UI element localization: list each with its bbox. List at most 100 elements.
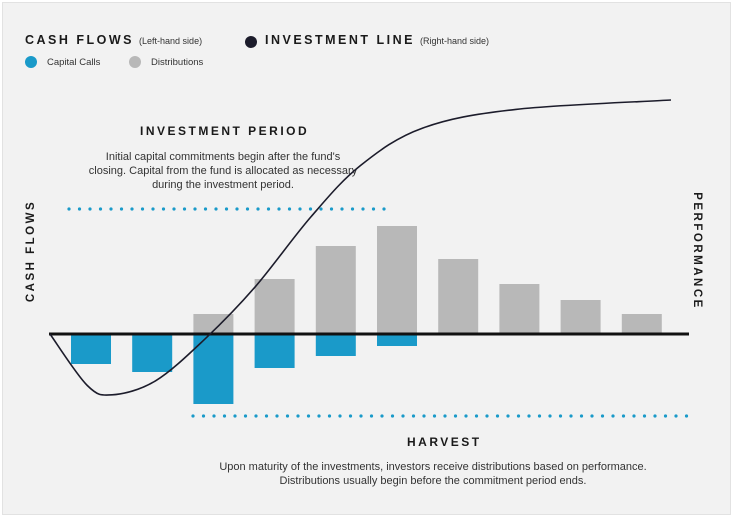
harvest-period-dot: [369, 414, 374, 418]
harvest-period-dot: [275, 414, 279, 418]
investment-period-dot: [308, 207, 313, 211]
harvest-period-dot: [464, 414, 468, 418]
investment-period-dot: [151, 207, 155, 211]
investment-period-dot: [371, 207, 376, 211]
distribution-bar: [560, 300, 601, 334]
harvest-period-dot: [306, 414, 311, 418]
harvest-period-dot: [285, 414, 290, 418]
harvest-period-dot: [485, 414, 489, 418]
investment-period-dot: [130, 207, 134, 211]
distribution-bar: [377, 226, 417, 334]
harvest-period-dot: [558, 414, 563, 418]
investment-period-description: Initial capital commitments begin after …: [73, 150, 373, 192]
harvest-period-dot: [201, 414, 206, 418]
harvest-period-dot: [432, 414, 437, 418]
investment-line: [49, 99, 672, 396]
harvest-period-dot: [674, 414, 678, 418]
investment-period-dot: [256, 207, 260, 211]
cash-flow-chart: [49, 99, 689, 418]
investment-period-dot: [382, 207, 386, 211]
capital-call-bar: [377, 334, 417, 346]
harvest-period-dot: [663, 414, 668, 418]
investment-period-dot: [77, 207, 82, 211]
harvest-period-dot: [548, 414, 552, 418]
investment-period-dot: [98, 207, 103, 211]
harvest-period-dot: [380, 414, 384, 418]
harvest-period-dot: [642, 414, 647, 418]
investment-period-dot: [224, 207, 229, 211]
investment-period-dot: [266, 207, 271, 211]
legend-cash-flows-title: CASH FLOWS: [25, 33, 135, 47]
capital-call-bar: [315, 334, 356, 356]
harvest-period-dot: [422, 414, 426, 418]
harvest-period-dot: [621, 414, 626, 418]
harvest-period-dot: [222, 414, 227, 418]
investment-period-dot: [88, 207, 92, 211]
legend-investment-line: INVESTMENT LINE (Right-hand side): [265, 33, 489, 47]
harvest-period-dot: [537, 414, 542, 418]
distribution-bar: [499, 284, 540, 334]
investment-period-dot: [361, 207, 365, 211]
legend-investment-line-title: INVESTMENT LINE: [265, 33, 416, 47]
investment-period-dot: [235, 207, 239, 211]
legend-capital-calls-label: Capital Calls: [47, 57, 101, 68]
harvest-period-dot: [348, 414, 353, 418]
distribution-bar: [193, 314, 234, 334]
investment-period-dot: [287, 207, 292, 211]
harvest-period-dot: [359, 414, 363, 418]
capital-call-bar: [254, 334, 295, 368]
harvest-period-dot: [411, 414, 416, 418]
capital-call-bar: [193, 334, 234, 404]
investment-period-dot: [172, 207, 176, 211]
investment-period-dot: [161, 207, 166, 211]
harvest-period-dot: [684, 414, 689, 418]
harvest-period-dot: [390, 414, 395, 418]
distribution-bar: [254, 279, 295, 334]
legend-investment-line-sub: (Right-hand side): [420, 36, 490, 46]
investment-period-dot: [319, 207, 323, 211]
harvest-period-dot: [653, 414, 657, 418]
harvest-period-dot: [569, 414, 573, 418]
distribution-bar: [315, 246, 356, 334]
harvest-period-dot: [338, 414, 342, 418]
harvest-period-dot: [611, 414, 615, 418]
harvest-period-dot: [600, 414, 605, 418]
harvest-period-dot: [296, 414, 300, 418]
harvest-desc-line: Distributions usually begin before the c…: [279, 475, 587, 487]
investment-period-desc-line: during the investment period.: [152, 179, 294, 191]
legend-cash-flows: CASH FLOWS (Left-hand side): [25, 33, 202, 47]
harvest-period-dot: [327, 414, 332, 418]
investment-period-dot: [140, 207, 145, 211]
investment-period-dot: [214, 207, 218, 211]
investment-period-title: INVESTMENT PERIOD: [140, 124, 310, 138]
investment-period-dot: [340, 207, 344, 211]
investment-period-dot: [119, 207, 124, 211]
harvest-period-dot: [443, 414, 447, 418]
harvest-title: HARVEST: [407, 435, 482, 449]
investment-period-dot: [298, 207, 302, 211]
harvest-period-dot: [474, 414, 479, 418]
harvest-period-dot: [317, 414, 321, 418]
harvest-period-dot: [243, 414, 248, 418]
investment-period-desc-line: closing. Capital from the fund is alloca…: [88, 165, 358, 177]
harvest-period-dot: [264, 414, 269, 418]
harvest-period-dot: [527, 414, 531, 418]
harvest-period-dot: [516, 414, 521, 418]
investment-period-dot: [329, 207, 334, 211]
harvest-period-dot: [191, 414, 195, 418]
investment-period-dot: [193, 207, 197, 211]
harvest-period-dot: [632, 414, 636, 418]
distributions-legend-dot: [129, 56, 141, 68]
distribution-bar: [621, 314, 662, 334]
legend-distributions-label: Distributions: [151, 57, 204, 68]
harvest-period-dot: [212, 414, 216, 418]
investment-period-dot: [182, 207, 187, 211]
harvest-period-dot: [453, 414, 458, 418]
harvest-description: Upon maturity of the investments, invest…: [183, 460, 683, 488]
investment-period-dot: [109, 207, 113, 211]
capital-calls-legend-dot: [25, 56, 37, 68]
harvest-period-dot: [254, 414, 258, 418]
capital-call-bar: [132, 334, 173, 372]
harvest-period-dot: [506, 414, 510, 418]
harvest-period-dot: [401, 414, 405, 418]
